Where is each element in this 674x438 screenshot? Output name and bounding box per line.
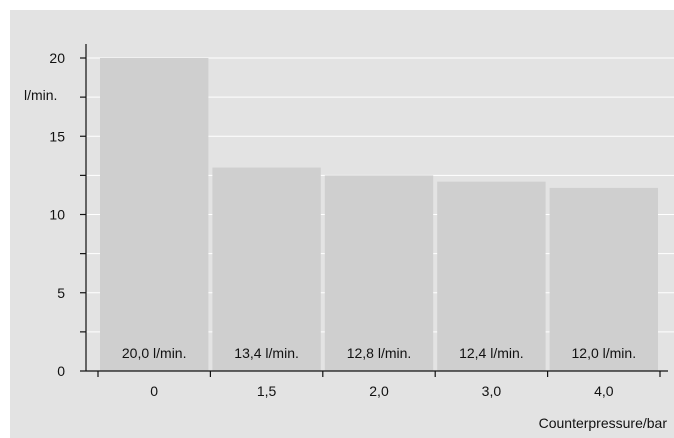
data-labels: 20,0 l/min. 13,4 l/min. 12,8 l/min. 12,4 l/… <box>122 345 636 361</box>
x-axis-ticks: 0 1,5 2,0 3,0 4,0 <box>97 371 661 399</box>
axes <box>85 44 668 372</box>
y-tick-label: 0 <box>57 363 65 379</box>
y-axis-ticks: 0 5 10 15 20 <box>49 50 86 379</box>
x-tick-label: 3,0 <box>482 383 502 399</box>
x-tick-label: 1,5 <box>257 383 277 399</box>
y-axis-label: l/min. <box>24 87 57 103</box>
bar <box>324 175 434 371</box>
y-tick-label: 5 <box>57 285 65 301</box>
y-tick-label: 15 <box>49 128 65 144</box>
y-tick-label: 10 <box>49 207 65 223</box>
bar <box>100 58 209 371</box>
x-tick-label: 4,0 <box>594 383 614 399</box>
data-label: 12,0 l/min. <box>572 345 637 361</box>
data-label: 13,4 l/min. <box>234 345 299 361</box>
x-tick-label: 0 <box>150 383 158 399</box>
data-label: 20,0 l/min. <box>122 345 187 361</box>
y-tick-label: 20 <box>49 50 65 66</box>
x-tick-label: 2,0 <box>369 383 389 399</box>
data-label: 12,8 l/min. <box>347 345 412 361</box>
x-axis-label: Counterpressure/bar <box>539 415 668 431</box>
bar <box>212 167 321 371</box>
bar <box>437 181 546 371</box>
bar <box>549 187 658 371</box>
bars <box>100 58 658 371</box>
data-label: 12,4 l/min. <box>459 345 524 361</box>
